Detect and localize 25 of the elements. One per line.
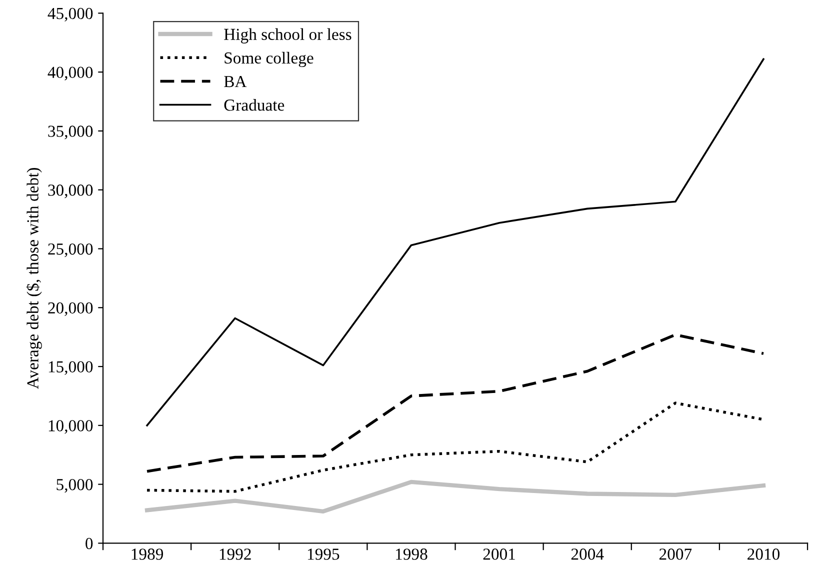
x-tick-label: 1995 xyxy=(308,548,340,560)
legend-label: Graduate xyxy=(224,99,284,111)
y-tick-label: 45,000 xyxy=(48,8,93,22)
y-tick-label: 40,000 xyxy=(48,66,93,80)
legend-label: BA xyxy=(224,76,247,88)
x-tick-label: 2001 xyxy=(483,548,515,560)
x-tick-label: 2007 xyxy=(659,548,692,560)
x-tick-label: 2004 xyxy=(571,548,604,560)
y-tick-label: 0 xyxy=(86,538,93,550)
legend-label: High school or less xyxy=(224,28,352,44)
y-tick-label: 10,000 xyxy=(48,420,93,434)
legend-label: Some college xyxy=(224,52,314,68)
x-tick-label: 2010 xyxy=(748,548,780,560)
y-tick-label: 25,000 xyxy=(48,243,93,258)
y-tick-label: 15,000 xyxy=(48,361,93,375)
y-tick-label: 5,000 xyxy=(56,479,93,493)
line-series xyxy=(144,480,766,514)
y-axis-title: Average debt ($, those with debt) xyxy=(26,168,42,389)
y-tick-label: 35,000 xyxy=(48,126,93,140)
y-tick-label: 30,000 xyxy=(48,184,93,198)
line-series xyxy=(146,333,765,473)
x-tick-label: 1998 xyxy=(396,548,428,560)
x-tick-label: 1989 xyxy=(132,548,164,560)
x-tick-label: 1992 xyxy=(220,548,251,560)
y-tick-label: 20,000 xyxy=(48,302,93,316)
